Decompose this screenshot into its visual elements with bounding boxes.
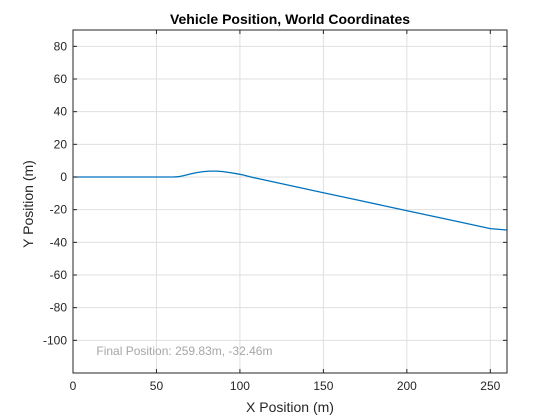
y-tick-label: -80 [50, 301, 68, 315]
y-tick-label: 20 [54, 137, 68, 151]
y-axis-ticks: -100 -80 -60 -40 -20 0 20 40 60 80 [43, 39, 507, 347]
y-tick-label: 40 [54, 105, 68, 119]
x-tick-label: 0 [70, 379, 77, 393]
x-axis-label: X Position (m) [246, 399, 334, 415]
plot-area: Final Position: 259.83m, -32.46m 0 50 100 1… [43, 29, 508, 393]
final-position-annotation: Final Position: 259.83m, -32.46m [96, 344, 272, 358]
series-layer [73, 170, 507, 231]
x-tick-label: 50 [150, 379, 164, 393]
annotation-layer: Final Position: 259.83m, -32.46m [96, 344, 272, 358]
plot-background [73, 30, 507, 373]
chart-title: Vehicle Position, World Coordinates [170, 11, 410, 27]
x-tick-label: 200 [397, 379, 417, 393]
x-tick-label: 100 [230, 379, 250, 393]
y-tick-label: 60 [54, 72, 68, 86]
grid-lines [72, 30, 507, 373]
y-tick-label: -100 [43, 333, 67, 347]
y-tick-label: 0 [60, 170, 67, 184]
y-tick-label: -60 [50, 268, 68, 282]
x-tick-label: 150 [313, 379, 333, 393]
axes-frame [72, 29, 508, 374]
y-tick-label: 80 [54, 39, 68, 53]
y-tick-label: -20 [50, 203, 68, 217]
x-axis-ticks: 0 50 100 150 200 250 [70, 30, 501, 393]
series-line [73, 170, 507, 231]
y-axis-label: Y Position (m) [20, 160, 36, 248]
y-tick-label: -40 [50, 235, 68, 249]
x-tick-label: 250 [480, 379, 500, 393]
